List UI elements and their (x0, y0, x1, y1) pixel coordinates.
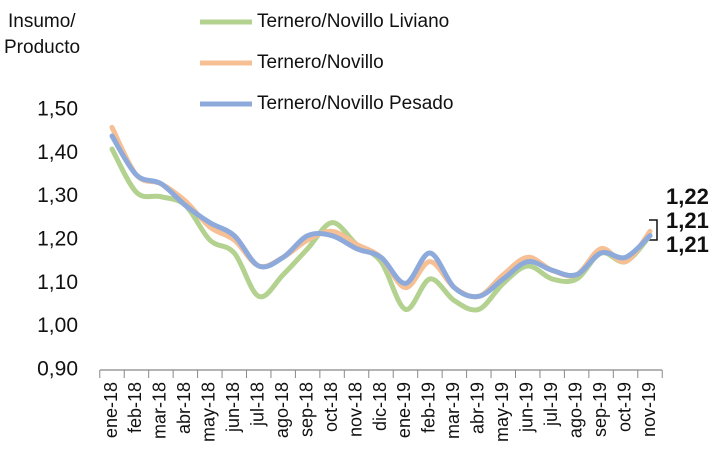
bracket (649, 219, 658, 241)
x-tick-label: nov-19 (639, 382, 659, 437)
end-label: 1,21 (666, 232, 709, 257)
end-label: 1,22 (666, 184, 709, 209)
y-tick-label: 1,50 (37, 98, 78, 121)
x-tick-label: ago-18 (272, 382, 292, 438)
x-tick-label: mar-18 (150, 382, 170, 439)
y-axis-title: Insumo/ (8, 11, 76, 32)
x-tick-label: jul-19 (541, 382, 561, 427)
x-tick-label: feb-18 (125, 382, 145, 433)
series-line (109, 146, 653, 313)
x-tick-label: jun-19 (516, 382, 536, 433)
x-tick-label: dic-18 (370, 382, 390, 431)
legend-label: Ternero/Novillo Liviano (257, 11, 449, 32)
x-tick-label: ene-18 (101, 382, 121, 438)
x-tick-label: sep-18 (296, 382, 316, 437)
y-tick-label: 1,40 (37, 141, 78, 164)
legend-label: Ternero/Novillo (257, 52, 384, 73)
x-tick-label: oct-18 (321, 382, 341, 432)
x-tick-label: ago-19 (565, 382, 585, 438)
x-tick-label: abr-19 (468, 382, 488, 434)
x-tick-label: jun-18 (223, 382, 243, 433)
x-tick-label: nov-18 (345, 382, 365, 437)
y-tick-label: 1,20 (37, 228, 78, 251)
x-tick-label: mar-19 (443, 382, 463, 439)
y-axis-title: Producto (4, 37, 80, 58)
x-tick-label: may-19 (492, 382, 512, 442)
y-tick-label: 1,00 (37, 314, 78, 337)
y-tick-label: 1,30 (37, 184, 78, 207)
y-tick-label: 1,10 (37, 271, 78, 294)
x-tick-label: abr-18 (174, 382, 194, 434)
end-label: 1,21 (666, 208, 709, 233)
series-line (109, 133, 653, 300)
x-tick-label: sep-19 (590, 382, 610, 437)
x-tick-label: feb-19 (419, 382, 439, 433)
y-tick-label: 0,90 (37, 358, 78, 381)
x-tick-label: oct-19 (614, 382, 634, 432)
legend-label: Ternero/Novillo Pesado (257, 93, 453, 114)
x-tick-label: may-18 (199, 382, 219, 442)
x-tick-label: ene-19 (394, 382, 414, 438)
x-tick-label: jul-18 (247, 382, 267, 427)
